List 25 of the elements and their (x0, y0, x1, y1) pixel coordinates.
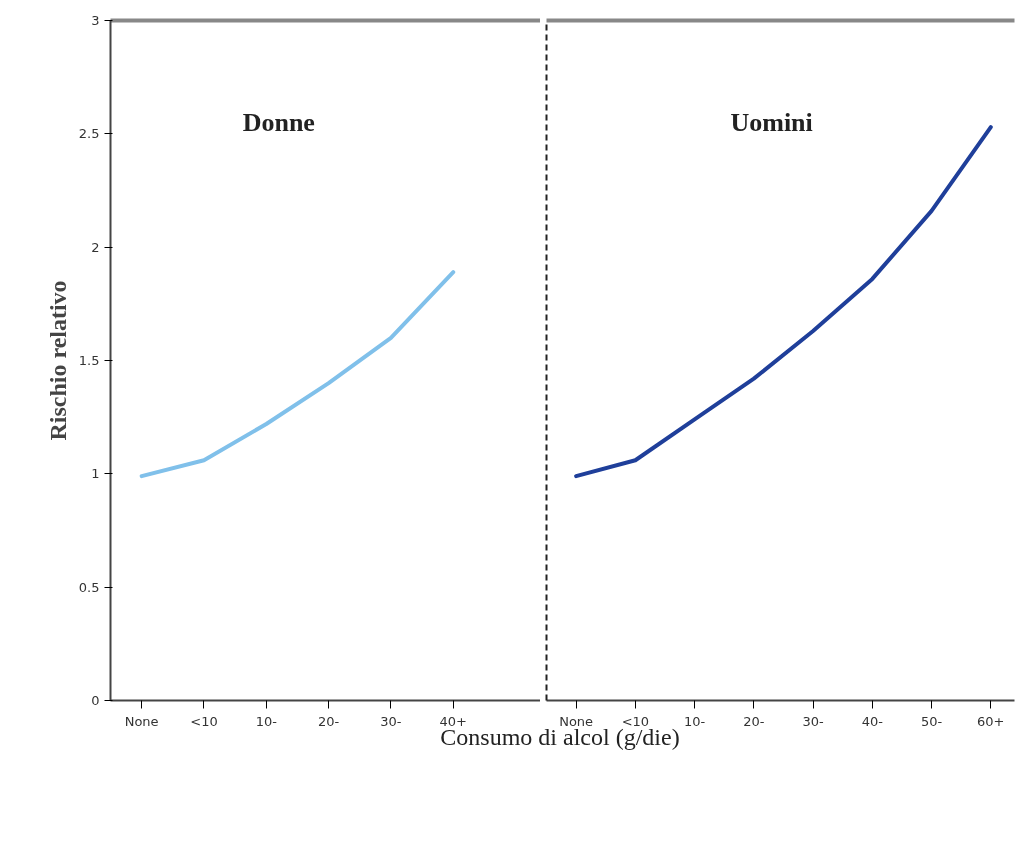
x-tick-label: None (124, 713, 159, 729)
annotation: Donne (242, 108, 315, 137)
x-tick-label: 40+ (439, 713, 467, 729)
line-series (139, 270, 456, 479)
x-tick-label: 10- (683, 713, 706, 729)
y-tick-label: 3 (91, 13, 100, 28)
x-tick-label: 10- (255, 713, 278, 729)
x-tick-label: 20- (318, 713, 340, 729)
x-tick-label: 30- (802, 713, 825, 729)
x-tick-label: 50- (920, 713, 943, 729)
x-tick-label: 30- (380, 713, 402, 729)
y-tick-label: 1 (91, 466, 100, 482)
y-tick-label: 2.5 (78, 126, 100, 142)
x-tick-label: 40- (861, 713, 884, 729)
x-tick-label: 20- (743, 713, 765, 729)
y-tick-label: 1.5 (78, 353, 100, 368)
x-tick-label: <10 (190, 713, 218, 729)
y-tick-label: 0 (91, 693, 100, 708)
y-axis-title: Rischio relativo (44, 280, 71, 441)
y-tick-label: 0.5 (78, 579, 100, 595)
y-tick-label: 2 (91, 239, 100, 255)
x-tick-label: None (559, 713, 594, 729)
x-tick-label: <10 (621, 713, 650, 729)
annotation: Uomini (730, 108, 813, 137)
x-tick-label: 60+ (977, 713, 1005, 729)
